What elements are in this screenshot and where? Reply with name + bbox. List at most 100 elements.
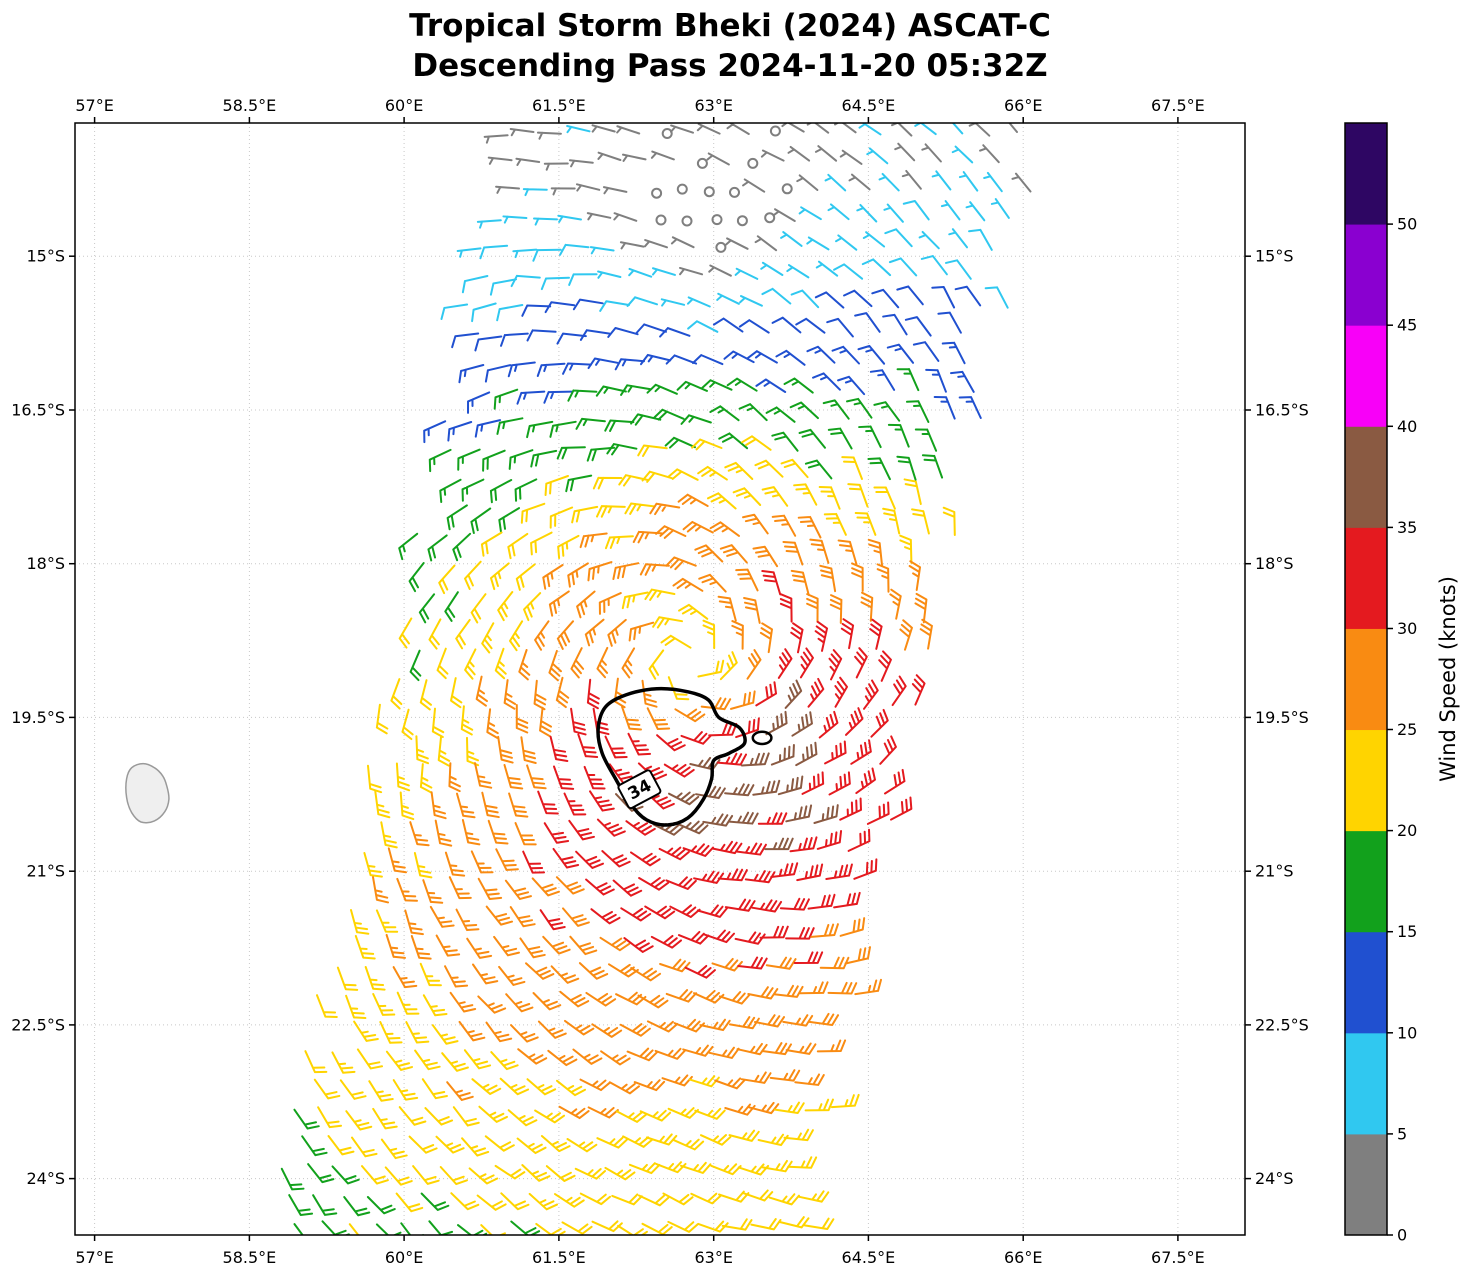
wind-barb [851,562,864,592]
wind-barb [533,679,547,711]
wind-barb [591,1023,623,1038]
wind-barb [601,850,631,868]
wind-barb [307,1163,335,1184]
wind-barb [798,206,822,221]
wind-barb [598,592,622,615]
wind-barb [816,829,843,850]
wind-barb [497,591,514,622]
wind-barb [632,530,663,544]
wind-barb [888,257,918,277]
wind-barb [649,502,681,516]
wind-barb [336,966,359,991]
wind-barb [350,909,370,935]
wind-barb [543,162,569,171]
wind-barb [796,174,819,191]
wind-barb [785,927,815,940]
wind-barb [857,345,886,365]
wind-barb [447,421,473,442]
wind-barb [572,298,604,311]
wind-barb [607,327,639,338]
wind-barb [784,679,803,709]
wind-barb [458,364,485,384]
wind-barb [612,562,640,581]
wind-barb [703,929,736,944]
wind-barb [495,848,519,871]
wind-barb [591,1220,623,1233]
wind-barb [461,819,481,846]
wind-barb [611,1193,643,1206]
wind-barb [754,235,778,252]
wind-barb [786,264,810,279]
wind-barb [719,651,738,681]
wind-barb [280,1167,305,1191]
wind-barb [682,520,714,534]
wind-barb [770,744,795,766]
wind-barb [544,475,569,497]
wind-barb [353,1020,379,1042]
wind-barb [518,649,531,681]
wind-barb [742,178,766,193]
x-tick-label-top: 60°E [385,96,423,115]
colorbar-tick-label: 10 [1397,1023,1417,1042]
wind-barb [908,560,922,591]
wind-barb [884,228,913,248]
wind-barb [444,591,459,622]
wind-barb [375,703,389,735]
wind-barb [504,879,532,900]
wind-barb [754,459,784,478]
wind-barb [549,420,577,438]
wind-barb [331,1165,360,1185]
x-tick-label-top: 61.5°E [532,96,586,115]
wind-barb [827,427,853,450]
y-tick-label-right: 16.5°S [1255,401,1309,420]
wind-barb [983,171,1003,193]
wind-barb [873,486,896,510]
barb-field [280,123,1032,1235]
wind-barb [470,507,492,534]
wind-barb [905,400,930,423]
wind-barb [481,791,500,819]
wind-barb [532,248,562,262]
wind-barb [507,1109,538,1127]
wind-barb [824,740,847,765]
wind-barb [515,157,541,166]
wind-barb [789,836,818,853]
x-tick-label-top: 64.5°E [842,96,896,115]
wind-barb [882,507,901,535]
colorbar-segment [1345,1133,1387,1236]
wind-barb [887,423,910,448]
wind-barb [517,1048,548,1065]
wind-barb [896,285,924,306]
wind-barb [672,577,704,592]
wind-barb [619,241,645,250]
wind-barb [689,756,721,771]
y-tick-label-left: 18°S [26,554,65,573]
axes: 57°E 57°E 58.5°E 58.5°E 60°E 60°E 61.5°E 61.5°E… [11,96,1309,1264]
y-tick-label-right: 21°S [1255,862,1294,881]
wind-barb [940,200,961,221]
wind-barb [830,1093,860,1109]
wind-barb [814,291,845,309]
wind-barb [499,1077,530,1096]
wind-barb [757,1133,789,1147]
x-tick-label-top: 57°E [75,96,113,115]
y-tick-label-left: 24°S [26,1169,65,1188]
wind-barb [771,514,797,537]
wind-barb [589,246,615,255]
wind-barb [414,1049,441,1071]
wind-barb [728,811,759,825]
wind-barb [682,1044,714,1057]
wind-barb [592,476,623,490]
wind-barb [658,846,690,861]
wind-barb [599,936,631,952]
contour-34-secondary [751,730,773,746]
wind-barb [476,219,502,229]
wind-barb [554,1193,585,1208]
wind-barb [502,215,528,224]
wind-barb [463,1049,492,1070]
wind-barb [862,231,886,248]
wind-barb [667,1220,699,1233]
wind-barb [741,1189,774,1202]
wind-barb [408,562,425,593]
wind-barb [429,905,455,928]
